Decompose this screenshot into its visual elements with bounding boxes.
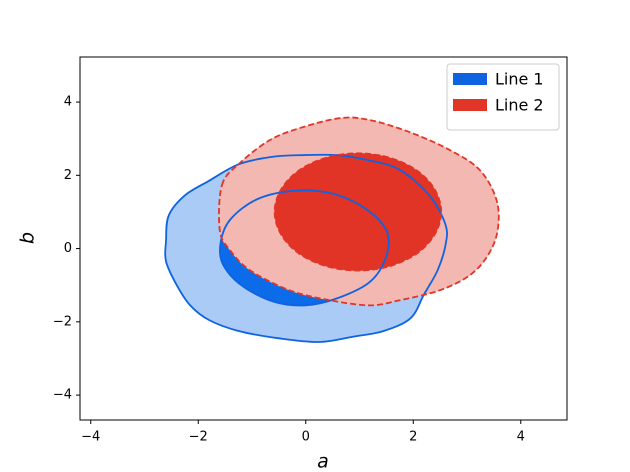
y-tick-label: 0 <box>64 241 72 256</box>
legend-swatch <box>453 73 487 85</box>
plot-area <box>164 117 500 343</box>
x-tick-label: −4 <box>81 430 100 445</box>
contour-line <box>218 116 500 307</box>
y-tick-label: 4 <box>64 95 72 110</box>
x-tick-label: 4 <box>517 430 525 445</box>
axes-frame <box>79 56 568 421</box>
legend-swatch <box>453 99 487 111</box>
contour-line <box>218 189 390 307</box>
x-axis-label: a <box>317 451 329 472</box>
y-axis-label: b <box>17 232 39 244</box>
x-tick-label: 0 <box>302 430 310 445</box>
plot-lines <box>164 116 500 343</box>
y-tick-label: −4 <box>53 388 72 403</box>
x-tick-label: −2 <box>189 430 208 445</box>
contour-line <box>164 153 448 343</box>
legend-label: Line 2 <box>495 96 544 115</box>
legend-label: Line 1 <box>495 70 544 89</box>
y-tick-label: −2 <box>53 314 72 329</box>
contour-fill <box>274 153 442 271</box>
y-tick-label: 2 <box>64 168 72 183</box>
x-tick-label: 2 <box>409 430 417 445</box>
legend: Line 1 Line 2 <box>446 63 560 131</box>
